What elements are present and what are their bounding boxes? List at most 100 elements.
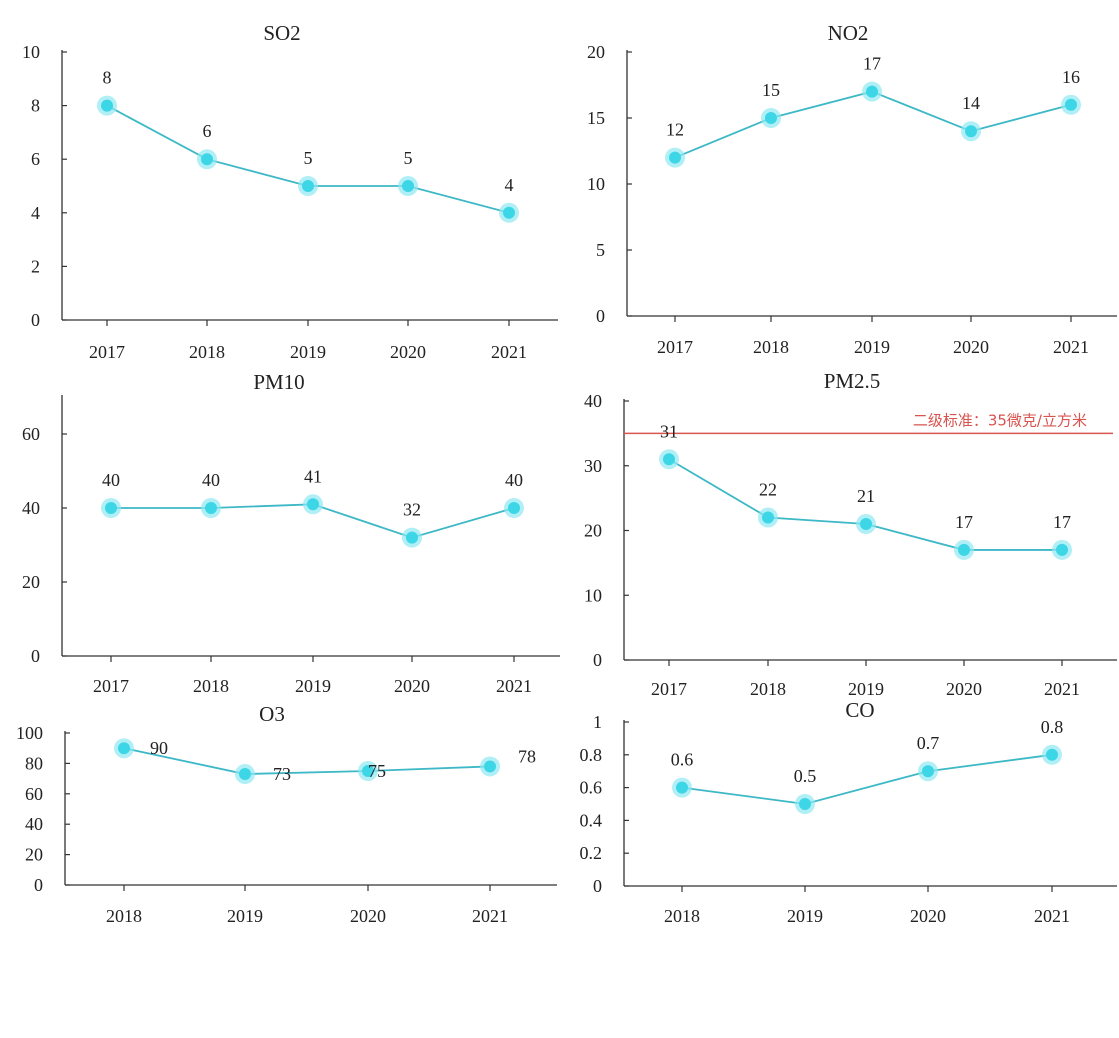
data-point bbox=[758, 507, 778, 528]
chart-title: O3 bbox=[259, 702, 285, 726]
y-tick-label: 0.4 bbox=[580, 810, 603, 830]
y-tick-label: 6 bbox=[31, 149, 40, 169]
x-tick-label: 2020 bbox=[946, 679, 982, 699]
data-label: 0.8 bbox=[1041, 717, 1064, 737]
x-tick-label: 2018 bbox=[753, 337, 789, 357]
data-point bbox=[659, 449, 679, 470]
data-point bbox=[761, 108, 781, 128]
x-tick-label: 2019 bbox=[290, 342, 326, 362]
y-tick-label: 30 bbox=[584, 456, 602, 476]
x-tick-label: 2019 bbox=[854, 337, 890, 357]
data-point-marker bbox=[508, 502, 520, 514]
data-label: 40 bbox=[102, 470, 120, 490]
data-point-marker bbox=[1046, 748, 1058, 761]
data-point-marker bbox=[105, 502, 117, 514]
data-label: 40 bbox=[505, 470, 523, 490]
data-point-marker bbox=[302, 180, 314, 192]
x-tick-label: 2017 bbox=[89, 342, 125, 362]
data-point bbox=[197, 149, 217, 170]
data-point-marker bbox=[922, 765, 934, 778]
data-point bbox=[398, 176, 418, 196]
data-point-marker bbox=[239, 768, 251, 781]
y-tick-label: 40 bbox=[25, 814, 43, 834]
data-label: 4 bbox=[505, 175, 514, 195]
data-point bbox=[795, 794, 815, 814]
chart-panel-o3: O3 0 20 40 60 80 100 2018 2019 2020 2021 90 73 75 78 bbox=[16, 702, 557, 926]
data-label: 75 bbox=[368, 761, 386, 781]
data-point-marker bbox=[965, 125, 977, 138]
x-tick-label: 2019 bbox=[227, 906, 263, 926]
data-point bbox=[918, 761, 938, 782]
data-point-marker bbox=[484, 760, 496, 773]
data-point-marker bbox=[765, 112, 777, 124]
x-tick-label: 2019 bbox=[295, 676, 331, 696]
series-line bbox=[681, 753, 1053, 805]
y-tick-label: 10 bbox=[587, 174, 605, 194]
data-label: 16 bbox=[1062, 67, 1080, 87]
x-tick-label: 2021 bbox=[1053, 337, 1089, 357]
data-point bbox=[665, 147, 685, 168]
data-label: 21 bbox=[857, 486, 875, 506]
y-tick-label: 0 bbox=[593, 876, 602, 896]
data-label: 73 bbox=[273, 764, 291, 784]
y-tick-label: 0 bbox=[31, 310, 40, 330]
chart-title: PM2.5 bbox=[824, 369, 881, 393]
data-label: 32 bbox=[403, 500, 421, 520]
data-point-marker bbox=[201, 153, 213, 166]
x-tick-label: 2020 bbox=[350, 906, 386, 926]
data-label: 0.7 bbox=[917, 733, 940, 753]
y-tick-label: 100 bbox=[16, 723, 43, 743]
chart-title: SO2 bbox=[263, 21, 300, 45]
data-label: 6 bbox=[203, 121, 212, 141]
data-point bbox=[101, 498, 121, 518]
data-point bbox=[235, 764, 255, 785]
data-point-marker bbox=[101, 99, 113, 112]
chart-panel-pm10: PM10 0 20 40 60 2017 2018 2019 2020 2021 40 40 41 32 4… bbox=[22, 370, 560, 696]
data-point-marker bbox=[762, 511, 774, 524]
y-tick-label: 15 bbox=[587, 108, 605, 128]
data-point bbox=[97, 95, 117, 116]
data-point-marker bbox=[669, 151, 681, 164]
x-tick-label: 2018 bbox=[106, 906, 142, 926]
data-label: 90 bbox=[150, 738, 168, 758]
y-tick-label: 20 bbox=[584, 521, 602, 541]
data-label: 14 bbox=[962, 93, 980, 113]
x-tick-label: 2017 bbox=[93, 676, 129, 696]
y-tick-label: 0 bbox=[593, 650, 602, 670]
data-label: 31 bbox=[660, 421, 678, 441]
chart-title: NO2 bbox=[828, 21, 869, 45]
data-point bbox=[954, 539, 974, 560]
data-point bbox=[1061, 94, 1081, 115]
y-tick-label: 0 bbox=[34, 875, 43, 895]
data-point-marker bbox=[1056, 543, 1068, 556]
chart-panel-no2: NO2 0 5 10 15 20 2017 2018 2019 2020 2021 12 15 17 14 1… bbox=[587, 21, 1117, 357]
y-tick-label: 5 bbox=[596, 240, 605, 260]
data-point bbox=[480, 756, 500, 777]
x-tick-label: 2018 bbox=[750, 679, 786, 699]
data-label: 5 bbox=[304, 148, 313, 168]
x-tick-label: 2020 bbox=[910, 906, 946, 926]
data-point-marker bbox=[1065, 98, 1077, 111]
chart-panel-pm25: PM2.5 0 10 20 30 40 2017 2018 2019 2020 2021 二级标准：3… bbox=[584, 369, 1117, 699]
data-label: 78 bbox=[518, 746, 536, 766]
data-point-marker bbox=[866, 85, 878, 98]
y-tick-label: 20 bbox=[25, 845, 43, 865]
data-point bbox=[201, 498, 221, 518]
data-point-marker bbox=[118, 742, 130, 755]
x-tick-label: 2017 bbox=[657, 337, 693, 357]
data-point bbox=[1042, 744, 1062, 765]
x-tick-label: 2018 bbox=[664, 906, 700, 926]
y-tick-label: 0.2 bbox=[580, 843, 603, 863]
data-point-marker bbox=[362, 765, 374, 777]
data-label: 15 bbox=[762, 80, 780, 100]
y-tick-label: 40 bbox=[584, 391, 602, 411]
series-line bbox=[123, 747, 491, 775]
y-tick-label: 10 bbox=[584, 585, 602, 605]
y-tick-label: 0 bbox=[596, 306, 605, 326]
data-label: 22 bbox=[759, 480, 777, 500]
y-tick-label: 2 bbox=[31, 256, 40, 276]
y-tick-label: 60 bbox=[25, 784, 43, 804]
data-point bbox=[499, 202, 519, 223]
data-point-marker bbox=[503, 206, 515, 219]
x-tick-label: 2021 bbox=[496, 676, 532, 696]
